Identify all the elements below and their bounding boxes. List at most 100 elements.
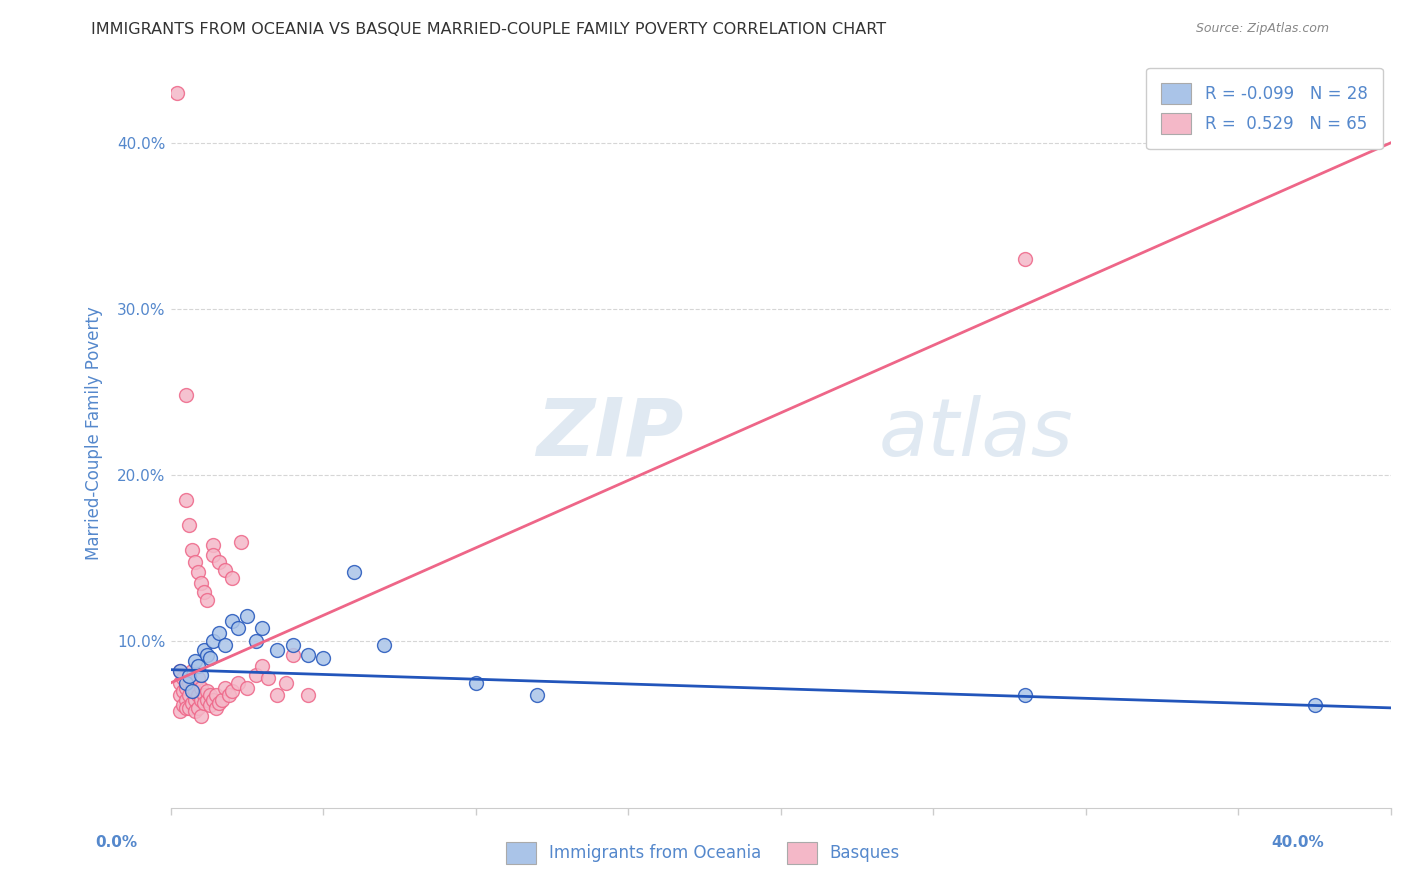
Point (184, 684, 207, 698)
Y-axis label: Married-Couple Family Poverty: Married-Couple Family Poverty (86, 307, 103, 560)
Point (373, 638, 395, 652)
Point (172, 671, 194, 685)
Point (177, 669, 200, 683)
Point (202, 538, 225, 552)
Text: IMMIGRANTS FROM OCEANIA VS BASQUE MARRIED-COUPLE FAMILY POVERTY CORRELATION CHAR: IMMIGRANTS FROM OCEANIA VS BASQUE MARRIE… (91, 22, 887, 37)
Point (195, 592, 218, 607)
Point (200, 698, 222, 712)
Text: ZIP: ZIP (536, 394, 683, 473)
Point (174, 701, 197, 715)
Point (202, 548, 225, 562)
Point (281, 648, 304, 662)
Point (236, 681, 259, 695)
Point (166, 86, 188, 100)
Point (214, 638, 236, 652)
Point (190, 576, 212, 591)
Point (526, 688, 548, 702)
Text: Source: ZipAtlas.com: Source: ZipAtlas.com (1195, 22, 1329, 36)
Point (169, 665, 191, 679)
Legend: Immigrants from Oceania, Basques: Immigrants from Oceania, Basques (499, 836, 907, 871)
Text: atlas: atlas (879, 394, 1073, 473)
Point (169, 704, 191, 718)
Point (193, 584, 215, 599)
Point (214, 563, 236, 577)
Point (208, 555, 231, 569)
Point (229, 534, 252, 549)
Point (180, 543, 202, 558)
Point (1014, 688, 1036, 702)
Point (174, 692, 197, 706)
Point (208, 626, 231, 640)
Point (205, 701, 228, 715)
Point (245, 634, 267, 648)
Point (1303, 698, 1326, 712)
Point (177, 688, 200, 702)
Point (193, 696, 215, 710)
Point (218, 688, 240, 702)
Point (297, 648, 319, 662)
Point (177, 701, 200, 715)
Point (169, 688, 191, 702)
Point (208, 696, 231, 710)
Point (174, 681, 197, 695)
Point (187, 659, 209, 673)
Point (174, 388, 197, 402)
Point (211, 692, 233, 706)
Point (177, 676, 200, 690)
Point (1014, 252, 1036, 266)
Point (236, 609, 259, 624)
Point (281, 638, 304, 652)
Text: 40.0%: 40.0% (1271, 836, 1324, 850)
Point (257, 671, 280, 685)
Point (184, 654, 207, 668)
Point (187, 671, 209, 685)
Legend: R = -0.099   N = 28, R =  0.529   N = 65: R = -0.099 N = 28, R = 0.529 N = 65 (1146, 68, 1382, 149)
Point (226, 621, 249, 635)
Text: 0.0%: 0.0% (96, 836, 138, 850)
Point (266, 688, 288, 702)
Point (202, 692, 225, 706)
Point (180, 696, 202, 710)
Point (250, 621, 273, 635)
Point (200, 651, 222, 665)
Point (343, 565, 366, 579)
Point (190, 667, 212, 681)
Point (226, 676, 249, 690)
Point (221, 684, 243, 698)
Point (187, 565, 209, 579)
Point (184, 555, 207, 569)
Point (190, 692, 212, 706)
Point (184, 704, 207, 718)
Point (193, 642, 215, 657)
Point (174, 493, 197, 508)
Point (180, 665, 202, 679)
Point (180, 684, 202, 698)
Point (221, 571, 243, 585)
Point (221, 615, 243, 629)
Point (195, 648, 218, 662)
Point (187, 701, 209, 715)
Point (250, 659, 273, 673)
Point (184, 692, 207, 706)
Point (169, 676, 191, 690)
Point (464, 676, 486, 690)
Point (172, 684, 194, 698)
Point (190, 709, 212, 723)
Point (180, 681, 202, 695)
Point (193, 688, 215, 702)
Point (187, 688, 209, 702)
Point (245, 667, 267, 681)
Point (312, 651, 335, 665)
Point (169, 665, 191, 679)
Point (195, 692, 218, 706)
Point (177, 518, 200, 533)
Point (266, 642, 288, 657)
Point (190, 681, 212, 695)
Point (174, 676, 197, 690)
Point (200, 688, 222, 702)
Point (172, 698, 194, 712)
Point (297, 688, 319, 702)
Point (214, 681, 236, 695)
Point (205, 688, 228, 702)
Point (202, 634, 225, 648)
